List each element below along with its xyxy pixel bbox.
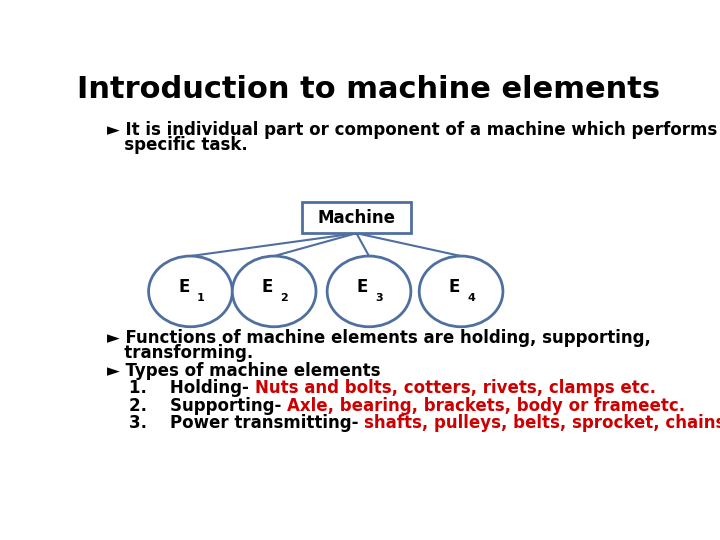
Text: 4: 4 [467,293,475,302]
Text: ► Types of machine elements: ► Types of machine elements [107,362,380,380]
Text: shafts, pulleys, belts, sprocket, chains, gears etc.: shafts, pulleys, belts, sprocket, chains… [364,414,720,432]
Ellipse shape [148,256,233,327]
Text: E: E [356,278,368,296]
Text: ► It is individual part or component of a machine which performs: ► It is individual part or component of … [107,121,717,139]
Text: 2: 2 [280,293,288,302]
Text: Nuts and bolts, cotters, rivets, clamps etc.: Nuts and bolts, cotters, rivets, clamps … [255,379,656,397]
Ellipse shape [419,256,503,327]
Text: E: E [262,278,273,296]
FancyBboxPatch shape [302,202,411,233]
Text: 3: 3 [375,293,383,302]
Text: 1: 1 [197,293,204,302]
Text: transforming.: transforming. [107,344,253,362]
Text: 1.    Holding-: 1. Holding- [129,379,255,397]
Text: E: E [178,278,189,296]
Text: E: E [449,278,460,296]
Text: Axle, bearing, brackets, body or frameetc.: Axle, bearing, brackets, body or frameet… [287,396,685,415]
Ellipse shape [327,256,411,327]
Text: 2.    Supporting-: 2. Supporting- [129,396,287,415]
Text: Machine: Machine [318,208,395,227]
Text: ► Functions of machine elements are holding, supporting,: ► Functions of machine elements are hold… [107,329,651,347]
Text: 3.    Power transmitting-: 3. Power transmitting- [129,414,364,432]
Text: specific task.: specific task. [107,136,248,154]
Text: Introduction to machine elements: Introduction to machine elements [78,75,660,104]
Ellipse shape [233,256,316,327]
